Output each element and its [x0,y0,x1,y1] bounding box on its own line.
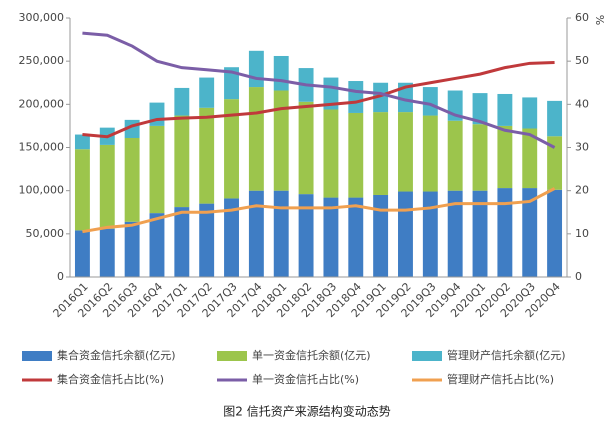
y2-tick-label: 60 [575,11,589,24]
bar [522,128,538,189]
bar [547,100,563,137]
y-tick-label: 100,000 [19,184,65,197]
legend-label: 集合资金信托余额(亿元) [57,348,176,362]
legend-swatch [22,351,52,361]
bar [398,191,413,277]
y-tick-label: 300,000 [19,11,65,24]
y2-tick-label: 30 [575,141,589,154]
bar [497,188,513,277]
bar [149,102,165,126]
line [82,187,556,234]
y-tick-label: 200,000 [19,97,65,110]
bar [522,188,538,277]
bar [422,87,438,116]
bar [273,55,289,91]
line [82,60,555,139]
y2-tick-label: 10 [575,227,589,240]
bar [472,190,488,277]
bar [273,190,289,277]
bar [74,230,90,277]
y-tick-label: 150,000 [19,141,65,154]
bar [273,90,289,191]
bar [497,93,513,126]
bar [248,50,264,88]
bar [422,115,438,192]
bar [224,99,239,199]
legend-label: 集合资金信托占比(%) [57,372,164,386]
bar [497,125,513,189]
bar [422,191,438,277]
y2-tick-label: 50 [575,54,589,67]
bar [248,190,264,277]
y-tick-label: 0 [57,270,64,283]
y2-tick-label: 20 [575,184,589,197]
bar [373,82,389,113]
legend-label: 单一资金信托占比(%) [252,372,359,386]
bar [298,194,314,277]
bar [398,112,413,192]
legend-label: 管理财产信托余额(亿元) [447,348,566,362]
bar [298,101,314,195]
bar [224,198,239,277]
y2-tick-label: 0 [575,270,582,283]
bar [547,136,563,190]
bar [522,97,538,129]
bar [472,93,488,125]
bar [323,197,339,277]
bar [174,207,190,277]
bar [348,197,364,277]
bar [99,228,115,277]
bar [124,221,140,277]
bar [149,125,165,214]
bar [373,194,389,277]
y-tick-label: 50,000 [26,227,65,240]
bar [447,120,463,191]
legend-swatch [412,351,442,361]
legend-swatch [217,351,247,361]
bar [348,81,364,113]
bar [74,149,90,231]
bar [447,190,463,277]
legend-label: 管理财产信托占比(%) [447,372,554,386]
bar [199,77,215,108]
bar [124,138,140,222]
bar [199,107,215,204]
bar [174,115,190,208]
legend-label: 单一资金信托余额(亿元) [252,348,371,362]
bar [174,87,190,116]
bar [199,203,215,277]
bar [323,109,339,198]
chart-caption: 图2 信托资产来源结构变动态势 [223,404,390,419]
bar [472,124,488,191]
bar [99,144,115,229]
bar [547,189,563,277]
y2-tick-label: 40 [575,97,589,110]
bar [348,112,364,198]
y-tick-label: 250,000 [19,54,65,67]
y2-unit: % [593,15,606,25]
bar [248,87,264,191]
line [82,31,556,149]
bar [398,82,413,113]
bar [224,67,239,100]
bar [373,112,389,195]
bar [74,134,90,150]
bar [149,213,165,277]
